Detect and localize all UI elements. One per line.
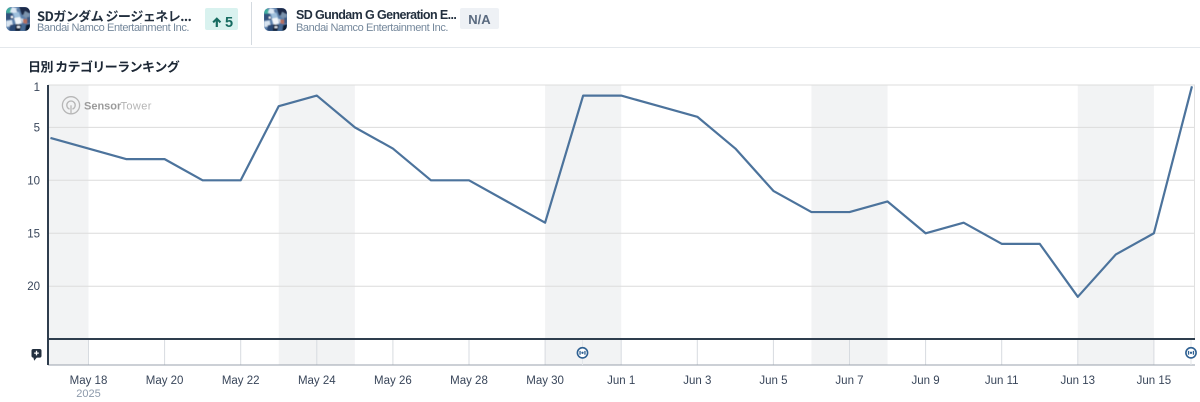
svg-text:5: 5: [34, 122, 40, 134]
svg-text:Tower: Tower: [121, 101, 152, 113]
svg-text:1: 1: [34, 82, 40, 94]
svg-text:15: 15: [27, 228, 40, 240]
svg-text:May 18: May 18: [70, 375, 108, 387]
svg-text:Jun 5: Jun 5: [759, 375, 787, 387]
svg-text:Jun 1: Jun 1: [607, 375, 635, 387]
svg-text:Jun 11: Jun 11: [985, 375, 1019, 387]
svg-text:May 20: May 20: [146, 375, 184, 387]
svg-text:Jun 7: Jun 7: [835, 375, 863, 387]
svg-text:5: 5: [225, 15, 233, 30]
svg-text:May 30: May 30: [526, 375, 564, 387]
svg-text:May 22: May 22: [222, 375, 260, 387]
svg-text:2025: 2025: [76, 388, 100, 400]
svg-text:Jun 9: Jun 9: [912, 375, 940, 387]
svg-text:May 28: May 28: [450, 375, 488, 387]
svg-text:20: 20: [27, 281, 40, 293]
svg-text:Jun 13: Jun 13: [1061, 375, 1096, 387]
svg-text:10: 10: [27, 175, 40, 187]
svg-text:Jun 3: Jun 3: [683, 375, 711, 387]
svg-text:Sensor: Sensor: [84, 101, 122, 113]
svg-text:May 24: May 24: [298, 375, 336, 387]
svg-text:May 26: May 26: [374, 375, 412, 387]
svg-text:Jun 15: Jun 15: [1137, 375, 1172, 387]
